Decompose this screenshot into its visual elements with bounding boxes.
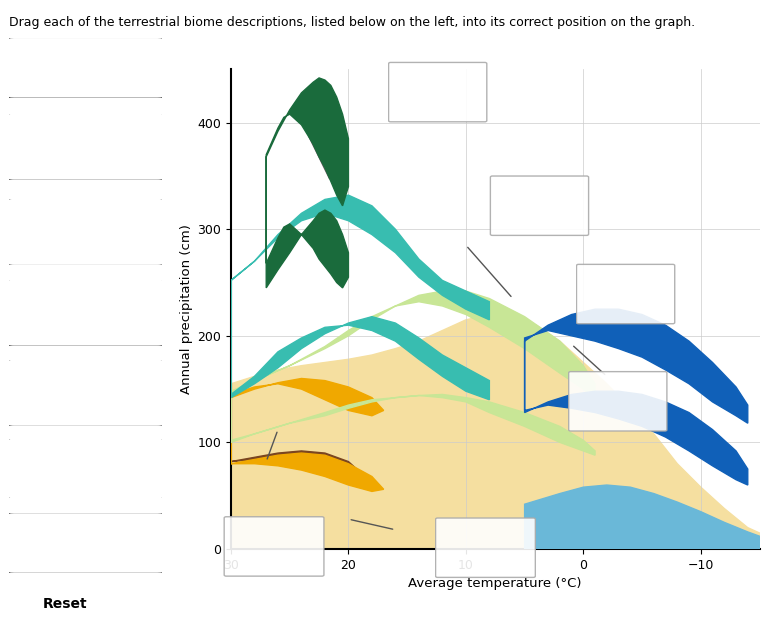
Text: Found in the
Arctic and
Antarctic: Found in the Arctic and Antarctic — [47, 45, 124, 88]
X-axis label: Average temperature (°C): Average temperature (°C) — [409, 577, 582, 590]
Polygon shape — [266, 78, 348, 288]
FancyBboxPatch shape — [568, 372, 667, 431]
Text: Biome with
abundant rainfall
and nutrient-poor
soil: Biome with abundant rainfall and nutrien… — [38, 208, 134, 253]
Polygon shape — [231, 291, 595, 455]
FancyBboxPatch shape — [435, 518, 536, 577]
Y-axis label: Annual precipitation (cm): Annual precipitation (cm) — [180, 224, 193, 394]
FancyBboxPatch shape — [388, 62, 487, 122]
Text: Fire suppresses
tree growth in this
biome: Fire suppresses tree growth in this biom… — [28, 446, 143, 489]
Polygon shape — [525, 485, 760, 549]
FancyBboxPatch shape — [6, 438, 165, 499]
FancyBboxPatch shape — [6, 37, 165, 98]
FancyBboxPatch shape — [6, 279, 165, 346]
FancyBboxPatch shape — [224, 517, 324, 576]
FancyBboxPatch shape — [6, 198, 165, 266]
Text: Caribou and
lichens common
in this biome: Caribou and lichens common in this biome — [34, 521, 137, 563]
FancyBboxPatch shape — [6, 359, 165, 427]
Text: Biome found close
to equator that has
distinct wet and dry
seasons: Biome found close to equator that has di… — [31, 289, 140, 334]
Text: Biome with wide
temperature
variation and lowest
amount of rainfall: Biome with wide temperature variation an… — [31, 123, 141, 168]
FancyBboxPatch shape — [6, 113, 165, 180]
Polygon shape — [231, 314, 760, 549]
Polygon shape — [231, 379, 384, 492]
Text: Type of forest
found across North
America and
Northern Europe: Type of forest found across North Americ… — [34, 369, 138, 414]
FancyBboxPatch shape — [6, 512, 165, 574]
FancyBboxPatch shape — [490, 176, 589, 235]
Polygon shape — [231, 195, 489, 400]
FancyBboxPatch shape — [576, 264, 675, 324]
Text: Drag each of the terrestrial biome descriptions, listed below on the left, into : Drag each of the terrestrial biome descr… — [9, 16, 695, 29]
Polygon shape — [525, 309, 748, 485]
Polygon shape — [231, 451, 360, 549]
Text: Reset: Reset — [43, 597, 88, 611]
